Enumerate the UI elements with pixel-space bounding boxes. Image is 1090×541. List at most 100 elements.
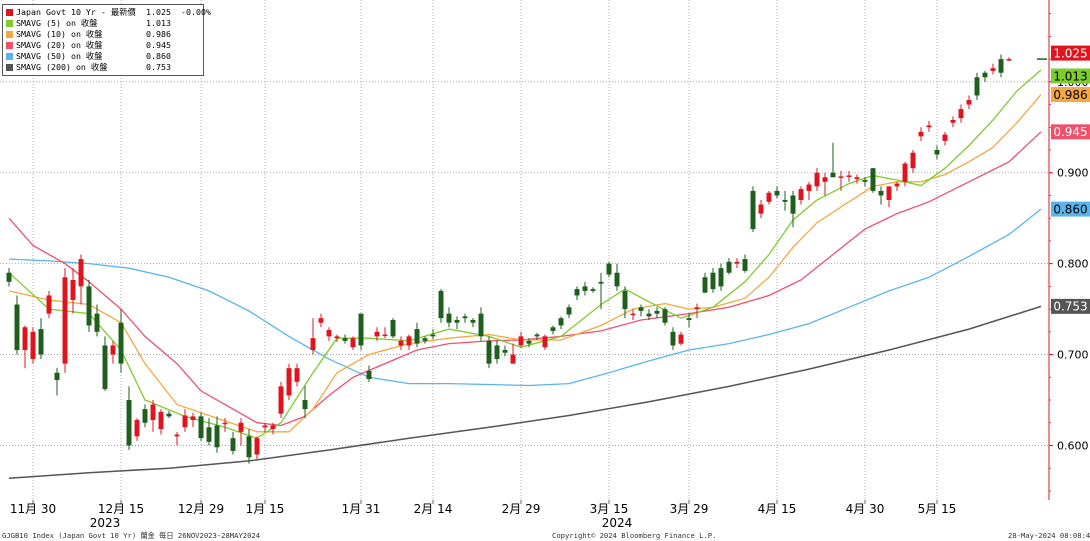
candle-body (982, 72, 988, 78)
candle-body (814, 172, 820, 187)
candle (478, 307, 484, 341)
candle (454, 316, 460, 330)
candle (518, 331, 524, 348)
candle (718, 263, 724, 291)
candle-body (654, 310, 660, 314)
x-tick-label: 4月 30 (846, 502, 885, 516)
candle (430, 329, 436, 340)
candle (326, 327, 332, 341)
x-tick-label: 5月 15 (918, 502, 957, 516)
candle (630, 309, 636, 320)
candle (934, 145, 940, 160)
candle (30, 327, 36, 364)
x-tick-label: 2月 29 (502, 502, 541, 516)
candle (542, 334, 548, 350)
candle-body (534, 334, 540, 337)
price-tag: 0.860 (1051, 201, 1090, 217)
candle (70, 268, 76, 314)
price-tag: 0.986 (1051, 87, 1090, 103)
moving-average-lines (8, 69, 1042, 479)
candle (766, 190, 772, 205)
legend-swatch-sma200 (6, 64, 13, 71)
candle-body (590, 289, 596, 291)
candle-body (246, 436, 252, 458)
legend-item-price[interactable]: Japan Govt 10 Yr - 最新價 1.025 -0.00% (6, 7, 211, 18)
candle (878, 186, 884, 205)
candle-body (70, 280, 76, 300)
candle (46, 290, 52, 319)
candle-body (174, 434, 180, 437)
candle (606, 261, 612, 278)
candle-body (774, 190, 780, 196)
legend-value: 0.753 (146, 62, 171, 72)
candle-body (462, 316, 468, 319)
candle-body (646, 313, 652, 317)
y-tick-label: 0.600 (1057, 439, 1089, 452)
candle-body (142, 409, 148, 423)
candle-body (502, 350, 508, 353)
candle-body (942, 134, 948, 141)
candle-body (990, 68, 996, 71)
legend-item-sma5[interactable]: SMAVG (5) on 收盤 1.013 (6, 18, 202, 29)
candle-body (526, 340, 532, 344)
candle (750, 186, 756, 232)
candle (942, 131, 948, 146)
candle (734, 258, 740, 269)
candle (838, 170, 844, 191)
footer-security-info: GJGB10 Index (Japan Govt 10 Yr) 蘭金 每日 26… (2, 531, 261, 540)
price-tag-box (1051, 45, 1090, 61)
candle-body (742, 259, 748, 271)
candle (230, 431, 236, 455)
candle-body (422, 338, 428, 341)
candle-body (214, 425, 220, 448)
candle (950, 116, 956, 128)
candle-body (254, 438, 260, 455)
candle-body (398, 340, 404, 346)
candle (150, 400, 156, 432)
gridlines (0, 0, 1049, 500)
candle (166, 410, 172, 419)
price-tag-label: 0.860 (1053, 202, 1087, 216)
candle-body (1006, 59, 1012, 61)
candle-body (902, 163, 908, 182)
candle-body (454, 320, 460, 323)
candle-body (390, 320, 396, 337)
candle (846, 170, 852, 182)
candle (382, 327, 388, 339)
candle-body (294, 368, 300, 382)
candle-body (870, 168, 876, 191)
candle-body (446, 313, 452, 323)
candle (462, 313, 468, 323)
candle (22, 325, 28, 369)
candle-body (310, 338, 316, 350)
candle-body (798, 189, 804, 200)
candle-body (38, 329, 44, 355)
candle (590, 287, 596, 293)
legend-item-sma200[interactable]: SMAVG (200) on 收盤 0.753 (6, 62, 202, 73)
x-tick-label: 2月 14 (414, 502, 453, 516)
candle (38, 318, 44, 360)
x-year-label: 2024 (602, 516, 633, 530)
candle-body (702, 277, 708, 293)
candle-body (894, 183, 900, 187)
x-tick-label: 1月 15 (246, 502, 285, 516)
price-tag-box (1051, 68, 1090, 84)
candle-body (694, 307, 700, 310)
candle-body (94, 313, 100, 332)
candle (774, 186, 780, 199)
candle (534, 332, 540, 340)
candle (214, 416, 220, 453)
legend-item-sma50[interactable]: SMAVG (50) on 收盤 0.860 (6, 51, 202, 62)
candle-body (238, 422, 244, 432)
legend-value-number: 1.025 (146, 7, 171, 17)
legend-item-sma10[interactable]: SMAVG (10) on 收盤 0.986 (6, 29, 202, 40)
candle (118, 309, 124, 373)
candle (926, 120, 932, 132)
price-tag-box (1051, 124, 1090, 140)
x-tick-label: 1月 31 (342, 502, 381, 516)
candle (278, 381, 284, 419)
legend-item-sma20[interactable]: SMAVG (20) on 收盤 0.945 (6, 40, 202, 51)
candle-body (758, 204, 764, 214)
candle (174, 431, 180, 446)
candle-body (46, 295, 52, 314)
